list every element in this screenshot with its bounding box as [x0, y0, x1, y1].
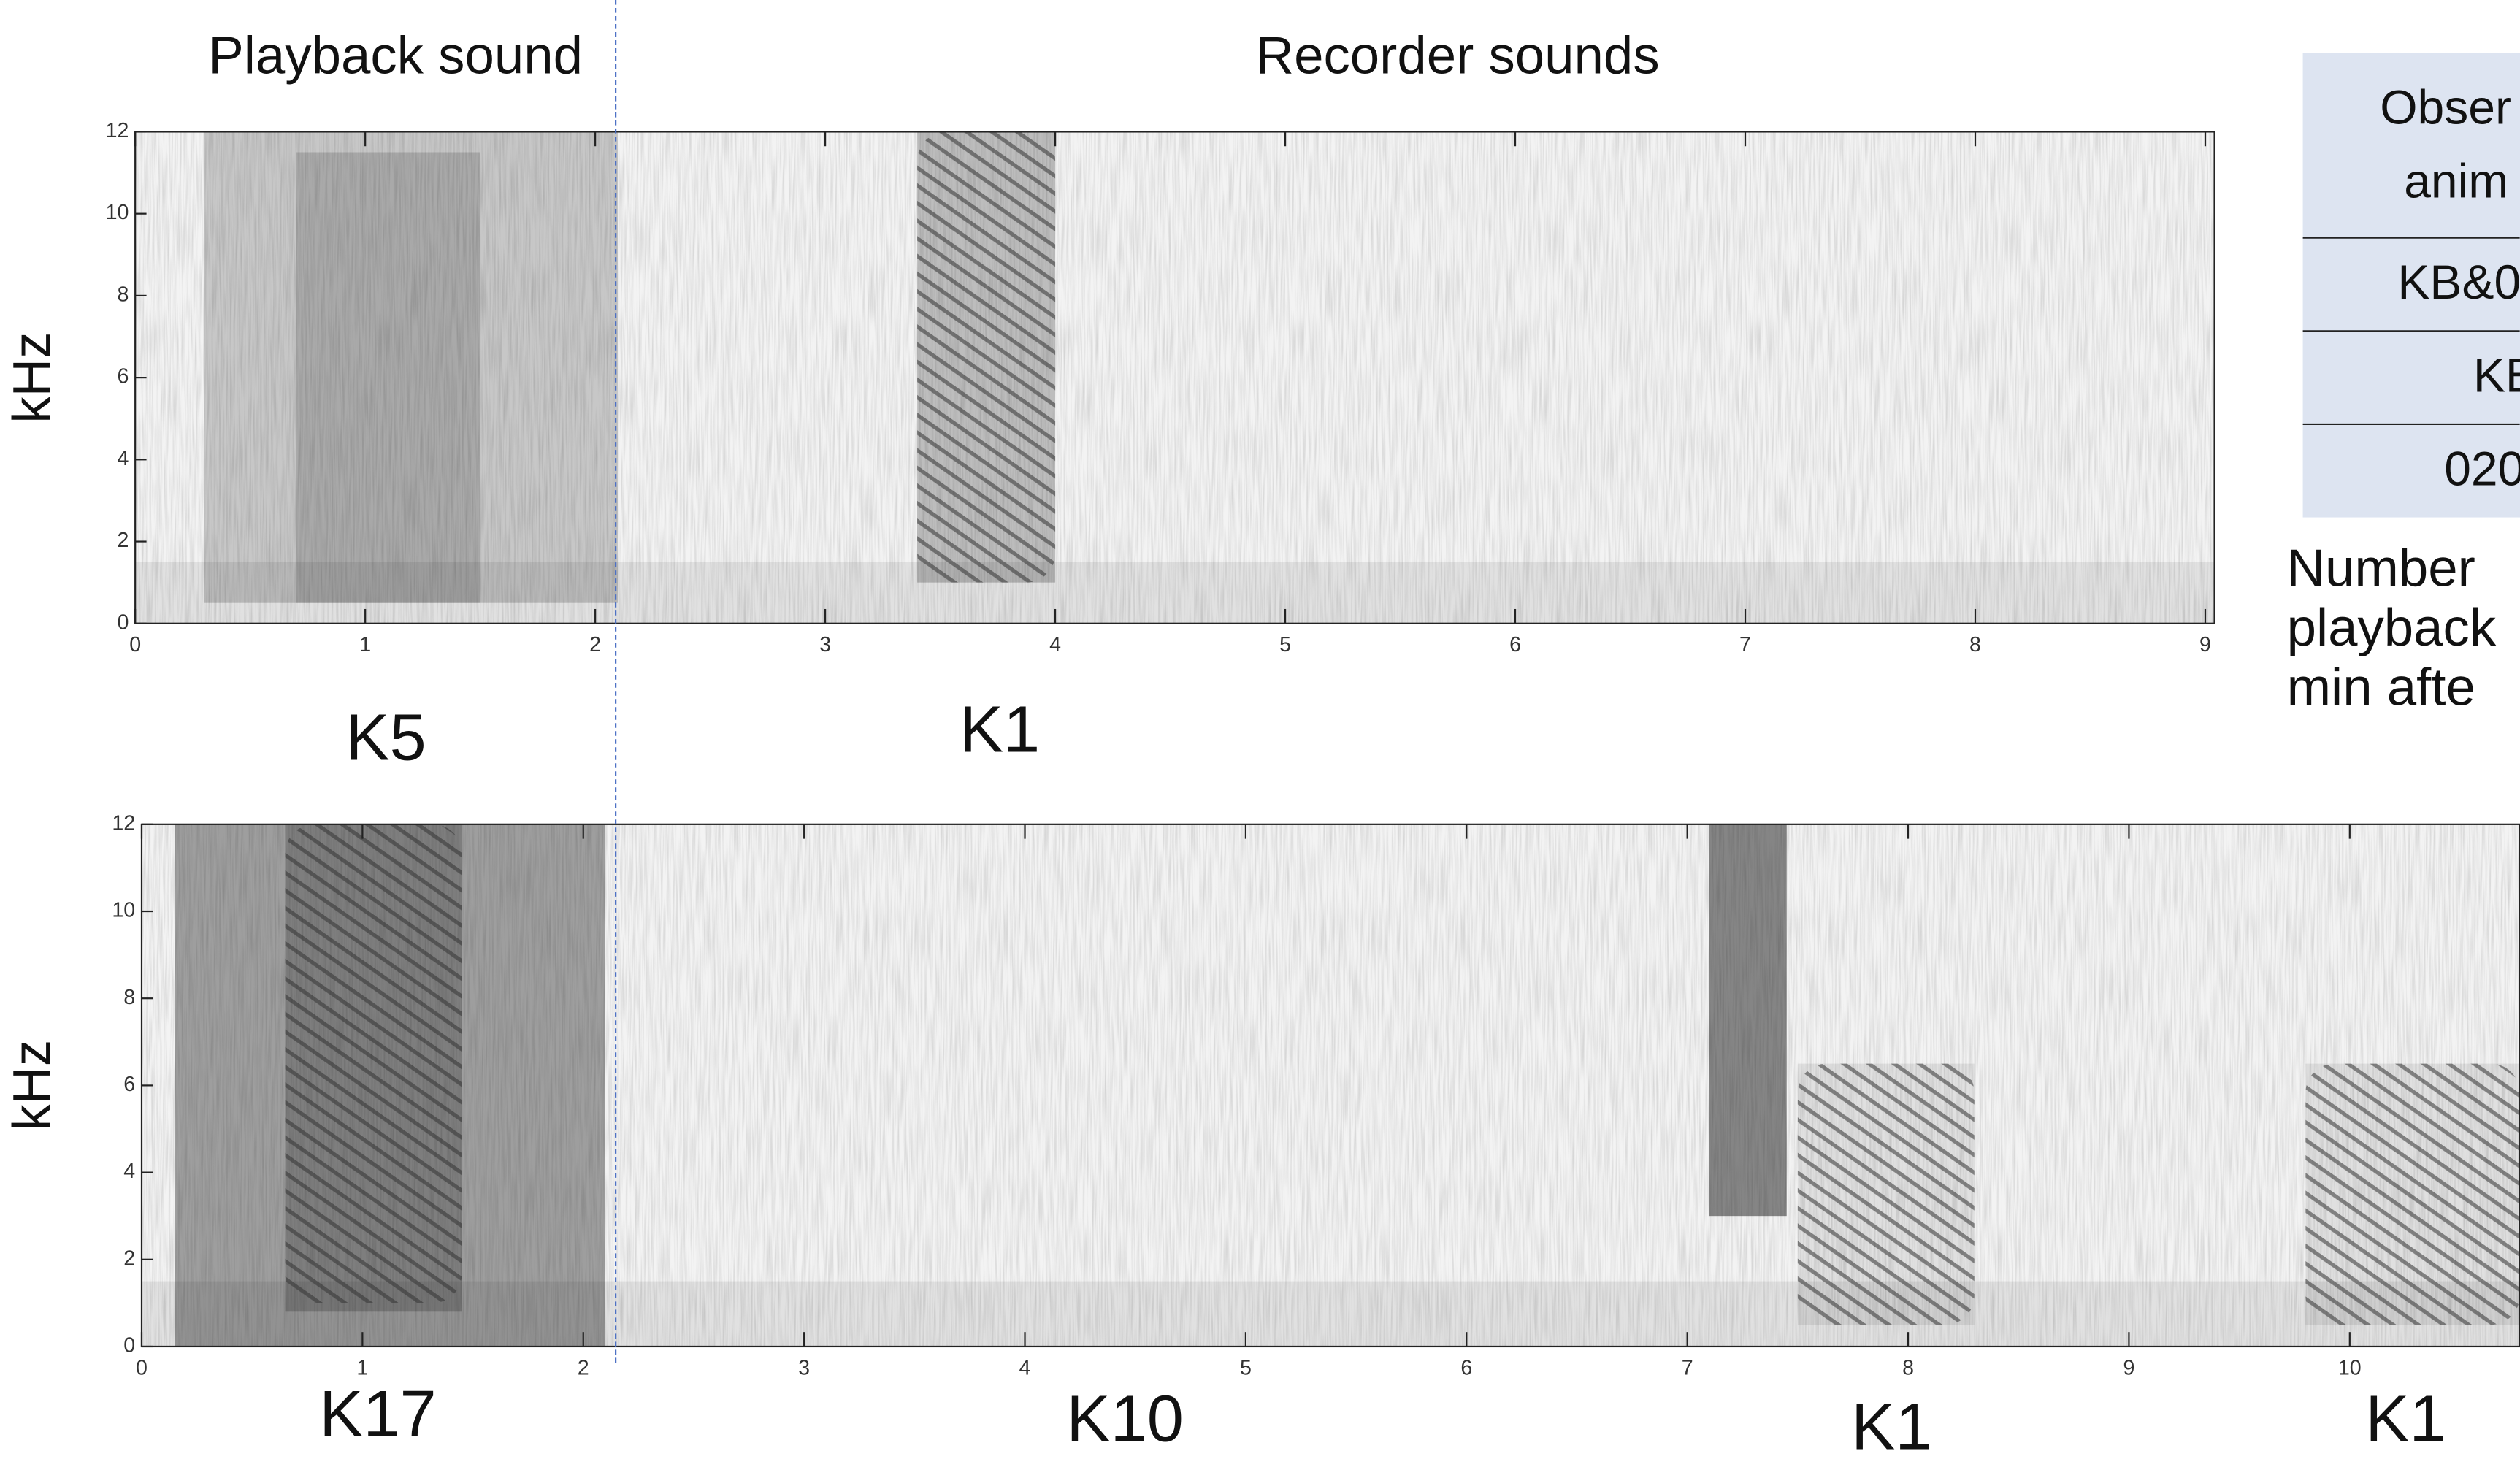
x-tick-label: 4: [1049, 633, 1061, 656]
x-tick-label: 6: [1509, 633, 1521, 656]
y-tick-label: 8: [123, 986, 135, 1009]
energy-region: [1709, 824, 1787, 1217]
x-tick-label: 6: [1460, 1356, 1472, 1379]
y-tick-label: 4: [123, 1160, 135, 1183]
call-harmonics: [1797, 1063, 1975, 1325]
y-tick-label: 0: [123, 1334, 135, 1357]
x-tick-label: 5: [1240, 1356, 1252, 1379]
x-tick-label: 8: [1902, 1356, 1914, 1379]
x-tick-label: 0: [136, 1356, 148, 1379]
x-tick-label: 1: [356, 1356, 368, 1379]
table-header: anim: [2404, 153, 2508, 207]
table-cell: 020: [2444, 441, 2520, 495]
x-tick-label: 9: [2199, 633, 2211, 656]
section-title: Recorder sounds: [1256, 26, 1660, 85]
note: playback: [2287, 598, 2497, 657]
y-tick-label: 0: [117, 610, 129, 634]
note: Number: [2287, 539, 2475, 598]
table-bg: [2302, 53, 2520, 518]
y-tick-label: 2: [123, 1247, 135, 1270]
energy-region: [204, 131, 618, 603]
x-tick-label: 5: [1279, 633, 1291, 656]
y-tick-label: 2: [117, 529, 129, 552]
spectrogram-noise: [135, 131, 2215, 624]
energy-region: [296, 152, 480, 603]
call-label: K1: [960, 692, 1040, 766]
y-tick-label: 6: [117, 365, 129, 388]
x-tick-label: 3: [798, 1356, 810, 1379]
y-tick-label: 4: [117, 447, 129, 470]
x-tick-label: 0: [129, 633, 141, 656]
call-label: K1: [1851, 1390, 1931, 1459]
call-label: K1: [2365, 1382, 2446, 1455]
note: min afte: [2287, 657, 2475, 716]
x-tick-label: 4: [1019, 1356, 1031, 1379]
call-label: K5: [345, 700, 426, 774]
call-label: K17: [319, 1377, 436, 1451]
table-cell: KB&0: [2397, 255, 2520, 309]
call-harmonics: [2305, 1063, 2520, 1325]
y-tick-label: 12: [112, 811, 135, 835]
y-tick-label: 10: [106, 201, 129, 224]
y-axis-label: kHz: [2, 1040, 61, 1131]
x-tick-label: 2: [589, 633, 601, 656]
y-axis-label: kHz: [2, 332, 61, 424]
call-label: K10: [1066, 1382, 1184, 1455]
x-tick-label: 7: [1682, 1356, 1693, 1379]
low-band: [141, 1281, 2520, 1347]
x-tick-label: 10: [2338, 1356, 2362, 1379]
y-tick-label: 8: [117, 283, 129, 306]
y-tick-label: 10: [112, 899, 135, 922]
x-tick-label: 7: [1739, 633, 1751, 656]
spectrogram-noise: [141, 824, 2520, 1347]
section-title: Playback sound: [208, 26, 583, 85]
x-tick-label: 2: [578, 1356, 589, 1379]
call-harmonics: [917, 131, 1056, 583]
low-band: [135, 562, 2215, 624]
table-cell: KB: [2473, 348, 2520, 402]
table-header: Obser: [2380, 80, 2511, 134]
x-tick-label: 3: [819, 633, 831, 656]
x-tick-label: 1: [359, 633, 371, 656]
call-harmonics: [285, 824, 462, 1303]
x-tick-label: 9: [2123, 1356, 2134, 1379]
y-tick-label: 6: [123, 1073, 135, 1096]
x-tick-label: 8: [1969, 633, 1981, 656]
y-tick-label: 12: [106, 119, 129, 142]
